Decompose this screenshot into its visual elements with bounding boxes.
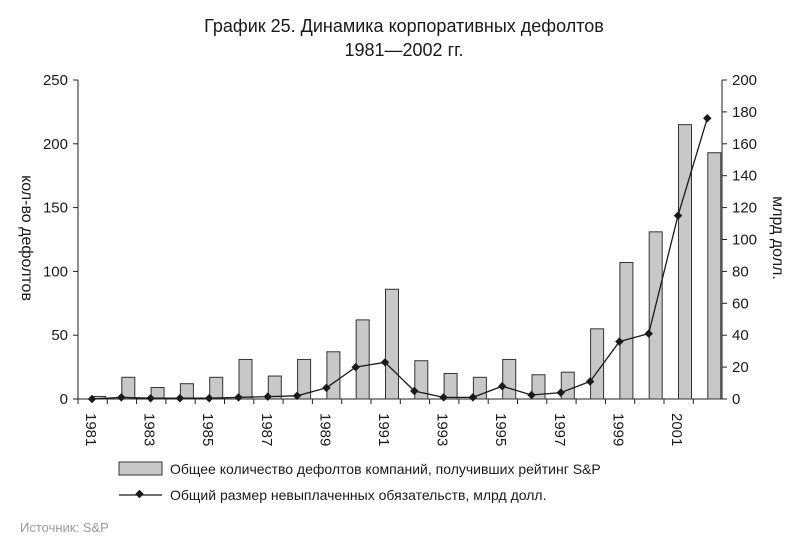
line-series (91, 118, 708, 400)
y-left-tick-label: 200 (43, 136, 68, 153)
x-tick-label: 1981 (82, 413, 99, 446)
line-point (146, 393, 155, 403)
chart-title: График 25. Динамика корпоративных дефолт… (204, 16, 604, 36)
bar (179, 383, 194, 400)
y-left-tick-label: 250 (43, 72, 68, 89)
bar (385, 288, 399, 400)
y-right-tick-label: 100 (732, 232, 757, 249)
y-left-tick-label: 150 (43, 200, 68, 217)
y-right-tick-label: 140 (732, 168, 757, 185)
bar (648, 231, 663, 400)
bar (590, 328, 605, 400)
line-point (585, 377, 595, 386)
y-right-tick-label: 120 (732, 200, 757, 217)
bar (531, 374, 546, 400)
legend: Общее количество дефолтов компаний, полу… (118, 461, 601, 503)
y-left-tick-label: 50 (51, 327, 68, 344)
line-point (87, 394, 97, 404)
y-left-axis-label: кол-во дефолтов (18, 175, 35, 301)
line-point (380, 358, 390, 367)
legend-line-marker (135, 489, 144, 499)
bar (678, 124, 692, 400)
line-point (204, 393, 214, 403)
bar (297, 358, 312, 400)
line-point (351, 362, 360, 372)
line-point (410, 386, 419, 396)
y-right-tick-label: 180 (732, 104, 757, 121)
source-note: Источник: S&P (20, 520, 109, 535)
y-right-tick-label: 0 (732, 391, 740, 408)
line-point (292, 391, 302, 401)
line-point (175, 393, 185, 403)
legend-bar-swatch (118, 461, 163, 476)
x-tick-label: 1987 (258, 413, 275, 446)
y-right-tick-label: 80 (732, 263, 749, 280)
bar (560, 371, 575, 400)
y-left-tick-label: 0 (60, 391, 68, 408)
line-point (322, 383, 331, 393)
line-point (615, 337, 624, 346)
bar (238, 358, 253, 400)
x-tick-label: 1991 (375, 413, 392, 446)
x-tick-label: 1989 (316, 413, 333, 446)
bar (355, 319, 370, 400)
x-tick-label: 1993 (434, 413, 451, 446)
line-point (234, 393, 243, 402)
line-point (263, 392, 273, 401)
y-right-tick-label: 40 (732, 327, 749, 344)
x-tick-label: 1983 (141, 413, 158, 446)
bar (121, 376, 136, 400)
line-point (556, 388, 566, 397)
x-tick-label: 1997 (551, 413, 568, 446)
y-right-tick-label: 60 (732, 295, 749, 312)
y-right-tick-label: 160 (732, 136, 757, 153)
bar (502, 358, 517, 400)
legend-bar-label: Общее количество дефолтов компаний, полу… (170, 461, 601, 477)
bar (326, 351, 341, 400)
legend-line-label: Общий размер невыплаченных обязательств,… (170, 487, 546, 503)
chart-subtitle: 1981—2002 гг. (344, 40, 463, 60)
line-point (527, 390, 536, 400)
bar (209, 376, 224, 400)
line-point (703, 114, 712, 123)
bar (619, 261, 634, 400)
x-tick-label: 1985 (199, 413, 216, 446)
x-tick-label: 1995 (492, 413, 509, 446)
y-right-tick-label: 200 (732, 72, 757, 89)
x-tick-label: 2001 (668, 413, 685, 446)
bar (443, 372, 458, 400)
line-point (468, 393, 478, 402)
y-right-axis-label: млрд долл. (769, 196, 786, 280)
y-left-tick-label: 100 (43, 263, 68, 280)
line-point (117, 393, 126, 402)
x-tick-label: 1999 (609, 413, 626, 446)
bar (414, 360, 429, 400)
bar (267, 375, 282, 400)
line-point (497, 381, 507, 391)
line-point (644, 329, 653, 338)
bar (707, 152, 722, 400)
y-right-tick-label: 20 (732, 359, 749, 376)
plot-area: 0 50 100 150 200 250 0 20 40 60 80 100 120 140 160 180 2… (43, 72, 757, 446)
bar (150, 387, 165, 400)
line-point (439, 393, 448, 402)
